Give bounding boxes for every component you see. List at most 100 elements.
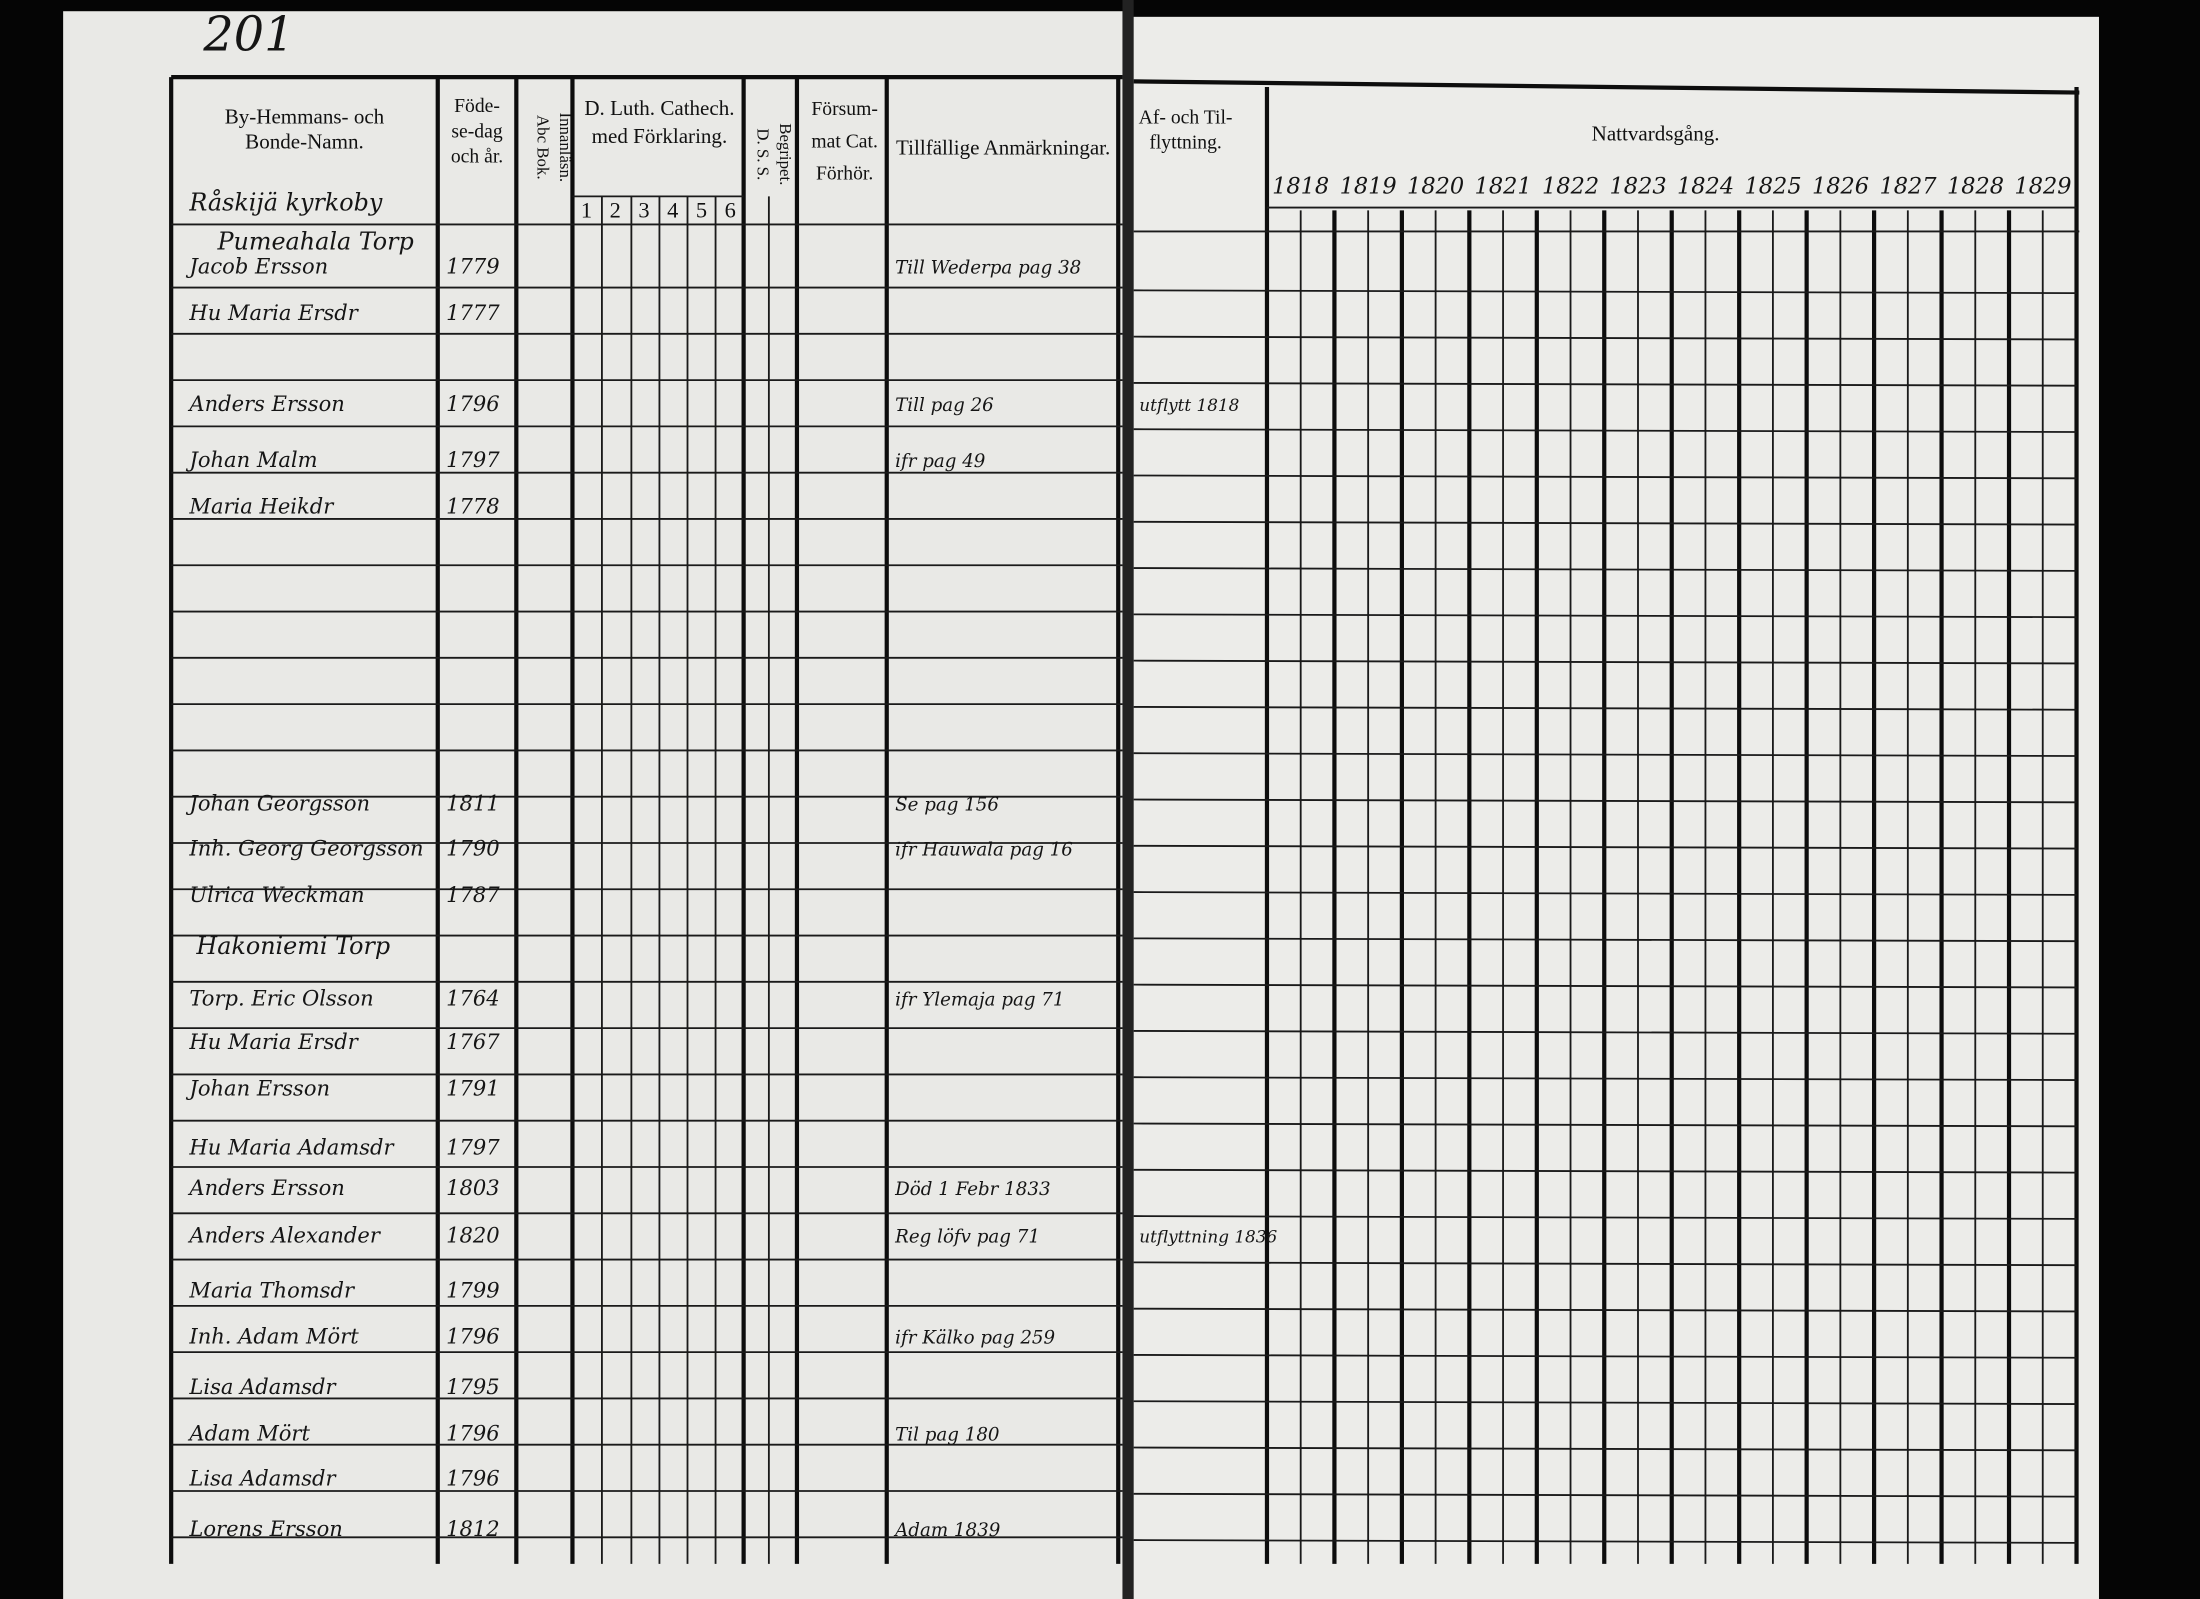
- row-born: 1803: [446, 1175, 500, 1200]
- rule-line: [1133, 474, 2077, 480]
- year-header: 1824: [1677, 174, 1734, 200]
- row-born: 1778: [446, 493, 500, 518]
- row-name: Maria Thomsdr: [188, 1277, 356, 1302]
- rule-line: [1133, 1030, 2077, 1035]
- rule-line: [1133, 1354, 2077, 1359]
- row-name: Jacob Ersson: [185, 254, 328, 279]
- year-header: 1822: [1542, 174, 1599, 200]
- header-moving: Af- och Til-: [1139, 107, 1233, 128]
- rule-line: [1133, 1446, 2077, 1452]
- rule-line: [1133, 428, 2077, 433]
- row-name: Hu Maria Ersdr: [188, 300, 359, 325]
- rule-line: [1133, 567, 2077, 572]
- rule-line: [1133, 382, 2077, 387]
- row-note: Till pag 26: [895, 395, 994, 416]
- header-missed: Förhör.: [816, 164, 873, 185]
- row-born: 1812: [446, 1516, 500, 1541]
- rule-line: [1133, 520, 2077, 526]
- catechism-part: 6: [725, 197, 736, 222]
- header-understood: D. S. S.: [754, 128, 773, 180]
- row-name: Adam Mört: [187, 1421, 310, 1446]
- rule-line: [1133, 752, 2077, 757]
- row-name: Lorens Ersson: [188, 1516, 342, 1541]
- row-born: 1797: [446, 1134, 500, 1159]
- row-moving: utflyttning 1836: [1139, 1227, 1277, 1247]
- row-note: ifr Hauwala pag 16: [895, 840, 1073, 861]
- rule-line: [1133, 1400, 2077, 1405]
- row-name: Anders Alexander: [187, 1223, 381, 1248]
- right-page: [1130, 16, 2099, 1599]
- page-number: 201: [202, 8, 294, 63]
- catechism-part: 4: [667, 197, 678, 222]
- rule-line: [1133, 613, 2077, 619]
- row-name: Anders Ersson: [187, 1175, 344, 1200]
- year-header: 1818: [1272, 174, 1329, 200]
- row-born: 1796: [446, 1465, 500, 1490]
- row-name: Ulrica Weckman: [189, 882, 364, 907]
- row-born: 1797: [446, 447, 500, 472]
- rule-line: [1133, 1261, 2077, 1267]
- section-label: Hakoniemi Torp: [195, 932, 390, 960]
- rule-line: [1133, 1168, 2077, 1174]
- rule-line: [1133, 798, 2077, 804]
- row-name: Inh. Georg Georgsson: [188, 836, 423, 861]
- row-note: ifr Kälko pag 259: [895, 1328, 1055, 1349]
- header-catechism: med Förklaring.: [592, 124, 728, 148]
- row-born: 1799: [446, 1277, 500, 1302]
- rule-line: [1133, 79, 2080, 95]
- row-name: Anders Ersson: [187, 391, 344, 416]
- row-moving: utflytt 1818: [1139, 395, 1239, 415]
- rule-line: [1133, 1307, 2077, 1313]
- row-born: 1787: [446, 882, 500, 907]
- rule-line: [1133, 659, 2077, 665]
- row-name: Hu Maria Adamsdr: [188, 1134, 395, 1159]
- rule-line: [1133, 937, 2077, 943]
- row-name: Johan Georgsson: [185, 791, 370, 816]
- row-note: Död 1 Febr 1833: [894, 1179, 1050, 1200]
- header-communion: Nattvardsgång.: [1592, 121, 1720, 145]
- row-born: 1796: [446, 1421, 500, 1446]
- row-note: Reg löfv pag 71: [894, 1227, 1040, 1248]
- year-header: 1829: [2014, 174, 2071, 200]
- row-name: Hu Maria Ersdr: [188, 1029, 359, 1054]
- header-moving: flyttning.: [1149, 133, 1222, 154]
- catechism-part: 1: [581, 197, 592, 222]
- row-born: 1764: [446, 986, 500, 1011]
- rule-line: [1133, 289, 2077, 295]
- row-born: 1790: [446, 836, 500, 861]
- header-missed: mat Cat.: [811, 131, 878, 152]
- row-name: Lisa Adamsdr: [188, 1374, 337, 1399]
- row-note: Se pag 156: [895, 795, 999, 816]
- rule-line: [1133, 1076, 2077, 1081]
- year-header: 1826: [1812, 174, 1869, 200]
- ruling: [169, 75, 2080, 1564]
- row-name: Johan Malm: [185, 447, 317, 472]
- row-name: Lisa Adamsdr: [188, 1465, 337, 1490]
- rule-line: [1133, 706, 2077, 711]
- gutter: [1122, 0, 1134, 1599]
- row-born: 1796: [446, 1324, 500, 1349]
- header-born: och år.: [451, 147, 503, 168]
- row-note: ifr pag 49: [895, 451, 986, 472]
- header-remarks: Tillfällige Anmärkningar.: [896, 135, 1110, 159]
- row-note: ifr Ylemaja pag 71: [895, 990, 1064, 1011]
- header-name: By-Hemmans- och: [225, 104, 385, 128]
- rule-line: [1133, 891, 2077, 896]
- header-abc: Innanläsn.: [556, 112, 575, 182]
- rule-line: [1133, 844, 2077, 850]
- rule-line: [1133, 1215, 2077, 1220]
- rule-line: [1133, 1492, 2077, 1498]
- catechism-part: 3: [638, 197, 649, 222]
- catechism-part: 5: [696, 197, 707, 222]
- row-born: 1795: [446, 1374, 500, 1399]
- header-name: Bonde-Namn.: [245, 130, 364, 154]
- row-born: 1811: [446, 791, 500, 816]
- rule-line: [1133, 335, 2077, 341]
- row-born: 1777: [446, 300, 500, 325]
- year-header: 1828: [1947, 174, 2004, 200]
- row-born: 1791: [446, 1075, 500, 1100]
- row-note: Til pag 180: [895, 1425, 1000, 1446]
- section-label: Råskijä kyrkoby: [188, 187, 383, 216]
- left-page: [63, 11, 1130, 1599]
